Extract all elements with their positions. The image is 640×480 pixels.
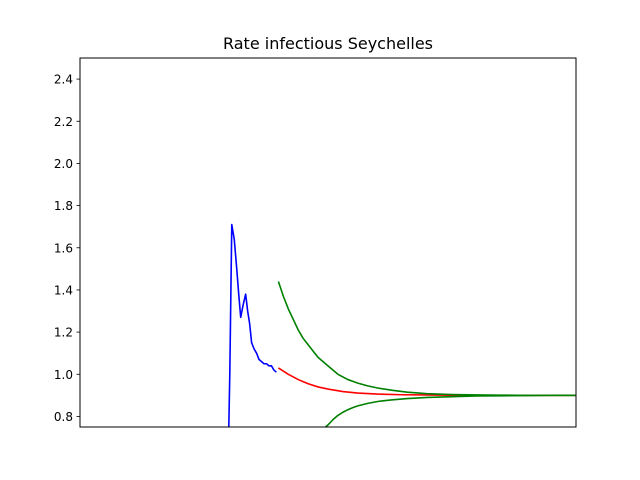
plot-area: 0.8 1.0 1.2 1.4 1.6 1.8 2.0 2.2 2.4 — [54, 57, 577, 428]
y-tick-label: 1.4 — [54, 283, 73, 297]
y-tick-label: 1.2 — [54, 326, 73, 340]
y-tick-label: 2.2 — [54, 115, 73, 129]
axes-frame — [79, 57, 577, 428]
chart-title: Rate infectious Seychelles — [223, 34, 433, 53]
series-layer — [228, 223, 576, 427]
y-tick-label: 1.0 — [54, 368, 73, 382]
y-tick-label: 1.8 — [54, 199, 73, 213]
series-line-4 — [325, 394, 576, 427]
y-axis: 0.8 1.0 1.2 1.4 1.6 1.8 2.0 2.2 2.4 — [54, 73, 80, 424]
y-tick-label: 1.6 — [54, 241, 73, 255]
series-line-3 — [277, 281, 576, 397]
y-tick-label: 2.0 — [54, 157, 73, 171]
series-line-1 — [228, 223, 277, 427]
y-tick-label: 2.4 — [54, 73, 73, 87]
y-tick-label: 0.8 — [54, 410, 73, 424]
